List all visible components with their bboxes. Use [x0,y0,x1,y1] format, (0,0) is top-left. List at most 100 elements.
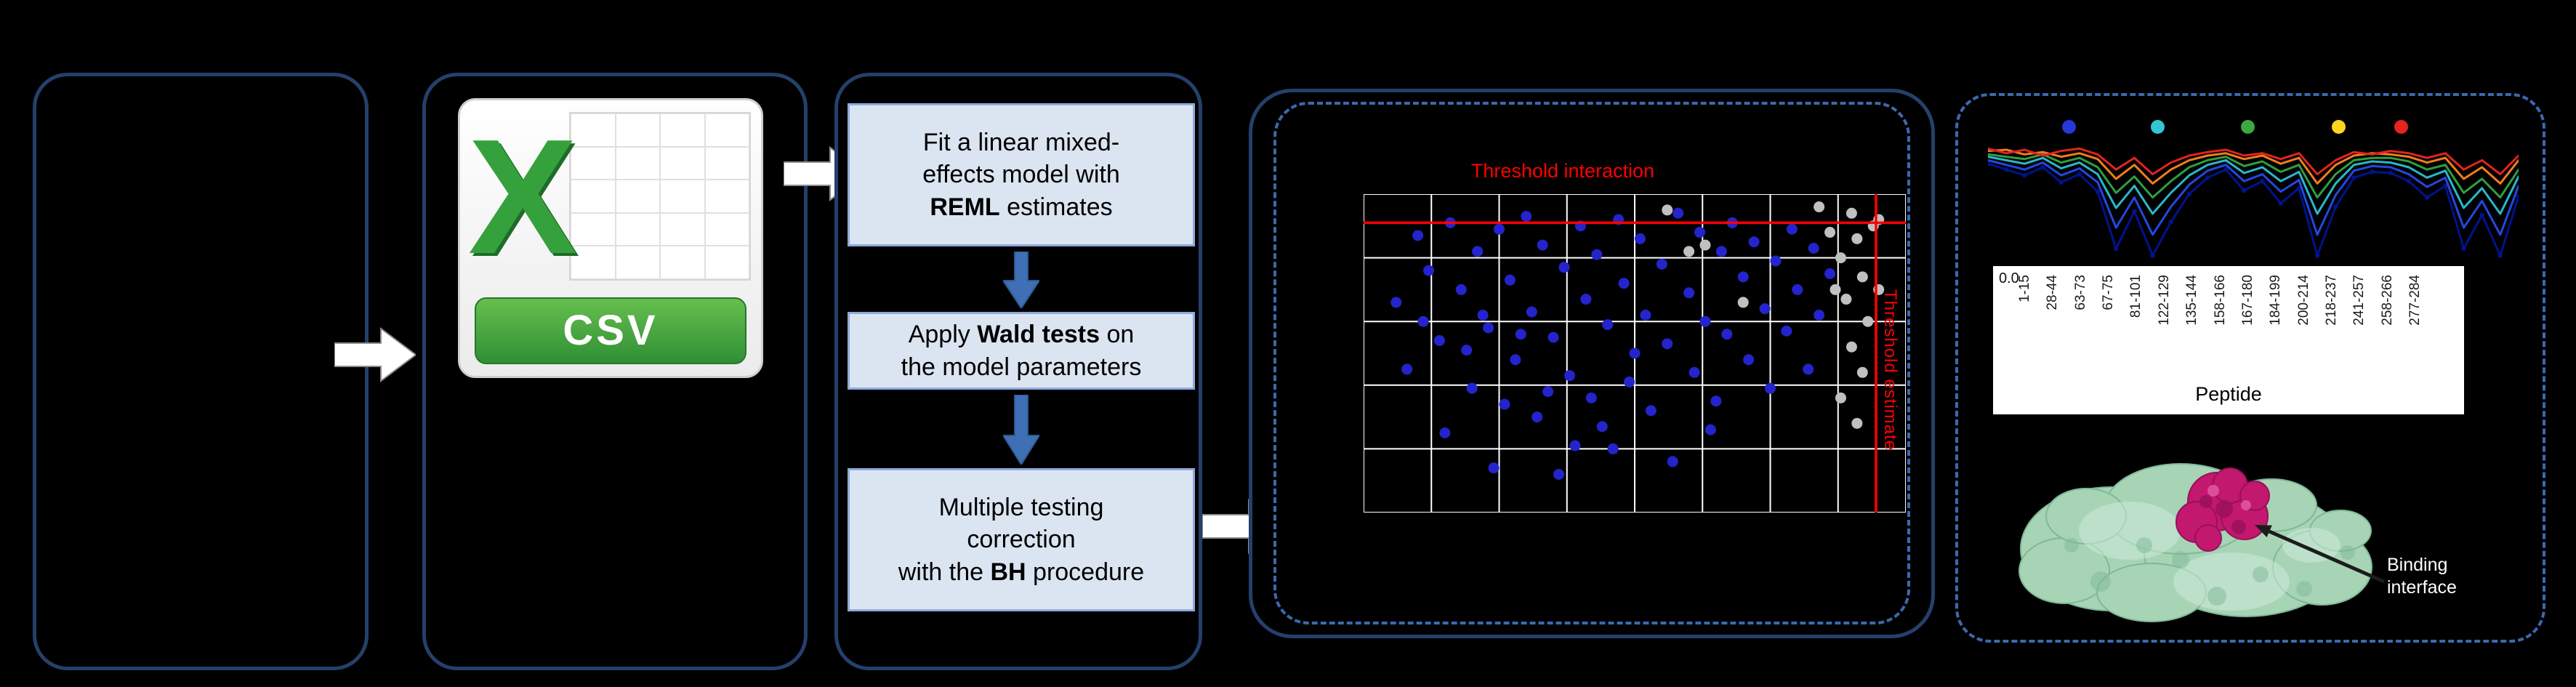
scatter-point-significant [1433,334,1445,346]
condition-legend [2035,120,2413,134]
csv-banner-label: CSV [475,297,746,364]
scatter-point-significant [1640,309,1651,321]
scatter-point-significant [1461,345,1473,356]
step-text-part: REML [930,193,1000,221]
scatter-point-significant [1748,236,1760,248]
scatter-point-significant [1417,316,1429,327]
peptide-tick-label: 167-180 [2239,275,2255,326]
threshold-estimate-label: Threshold estimate [1880,289,1900,451]
peptide-tick-label: 200-214 [2295,275,2311,326]
scatter-point-significant [1563,370,1575,382]
scatter-point-significant [1499,398,1510,410]
scatter-point-significant [1694,227,1706,238]
scatter-point-nonsignificant [1835,252,1846,264]
spreadsheet-cell [704,146,749,180]
csv-file-icon: X CSV [458,98,763,378]
scatter-point-significant [1607,443,1619,454]
uptake-series-marker [2388,170,2393,176]
spreadsheet-cell [571,212,616,246]
scatter-point-nonsignificant [1840,294,1852,305]
peptide-tick-label: 241-257 [2351,275,2367,326]
scatter-point-significant [1472,246,1484,257]
scatter-point-significant [1667,456,1678,467]
scatter-point-significant [1765,382,1776,394]
scatter-point-significant [1662,338,1673,350]
scatter-point-nonsignificant [1814,201,1825,213]
uptake-series-marker [2132,209,2137,214]
step-fit-model: Fit a linear mixed- effects model with R… [848,103,1195,246]
results-scatter-dashed-frame [1273,102,1910,624]
scatter-point-significant [1423,265,1435,276]
uptake-series-marker [2223,167,2229,172]
scatter-point-significant [1531,411,1543,423]
scatter-point-significant [1602,319,1614,331]
peptide-tick-label: 63-73 [2072,275,2088,310]
step-text-part: estimates [999,193,1113,221]
scatter-point-significant [1526,306,1537,318]
flow-arrow-right-icon [334,326,417,387]
scatter-point-significant [1542,386,1554,398]
uptake-series-marker [2205,175,2210,180]
spreadsheet-cell [571,180,616,213]
scatter-point-significant [1683,287,1695,299]
uptake-series-marker [2186,191,2192,196]
peptide-axis-label: Peptide [2195,383,2262,405]
scatter-point-nonsignificant [1699,239,1711,251]
uptake-series-marker [2022,173,2027,178]
uptake-series-marker [2406,179,2412,184]
scatter-point-significant [1786,223,1798,235]
spreadsheet-cell [660,212,705,246]
scatter-point-nonsignificant [1683,246,1695,257]
binding-interface-region [2175,467,2270,552]
scatter-point-significant [1721,329,1733,340]
binding-interface-annotation: Binding interface [2387,555,2457,598]
scatter-point-significant [1455,284,1467,295]
condition-dot [2062,120,2076,134]
scatter-point-nonsignificant [1824,227,1836,238]
scatter-point-significant [1439,427,1451,438]
scatter-point-significant [1553,468,1565,480]
spreadsheet-cell [615,246,660,279]
spreadsheet-cell [615,146,660,180]
scatter-point-nonsignificant [1846,341,1857,353]
uptake-series-red [1988,147,2519,176]
scatter-point-nonsignificant [1856,366,1868,378]
scatter-point-significant [1645,405,1657,417]
step-text-part: procedure [1026,558,1145,586]
spreadsheet-cell [571,113,616,147]
panel-results-scatter [1249,89,1935,638]
scatter-point-significant [1537,239,1548,251]
peptide-tick-label: 184-199 [2268,275,2284,326]
spreadsheet-cell [704,113,749,147]
scatter-point-significant [1824,268,1836,279]
scatter-point-significant [1466,382,1478,394]
uptake-series-marker [2278,201,2283,206]
scatter-point-significant [1558,262,1570,273]
scatter-point-significant [1634,233,1646,244]
spreadsheet-cell [704,180,749,213]
uptake-series-marker [2516,193,2519,199]
scatter-point-significant [1710,395,1722,407]
scatter-point-significant [1770,255,1782,267]
spreadsheet-cell [615,212,660,246]
scatter-point-significant [1673,207,1684,219]
peptide-axis-box: 0.0 1-15 28-44 63-73 67-75 81-101 122-129 135-… [1993,266,2464,414]
uptake-series-marker [2424,195,2430,200]
condition-dot [2151,120,2165,134]
scatter-point-significant [1569,440,1581,451]
scatter-point-significant [1390,297,1402,308]
scatter-point-nonsignificant [1830,284,1841,295]
uptake-series-marker [2479,212,2484,217]
step-text-part: Multiple testing correction with the [898,494,1104,586]
peptide-tick-label: 67-75 [2101,275,2117,310]
scatter-point-nonsignificant [1856,271,1868,283]
scatter-point-significant [1585,392,1597,403]
panel-csv-file: X CSV [422,73,808,670]
scatter-point-significant [1591,249,1603,260]
condition-dot [2332,120,2346,134]
down-arrow-icon [1002,251,1041,312]
uptake-series-marker [2497,253,2503,258]
spreadsheet-cell [704,212,749,246]
uptake-series-marker [2314,253,2320,258]
volcano-scatter-plot [1364,194,1906,513]
